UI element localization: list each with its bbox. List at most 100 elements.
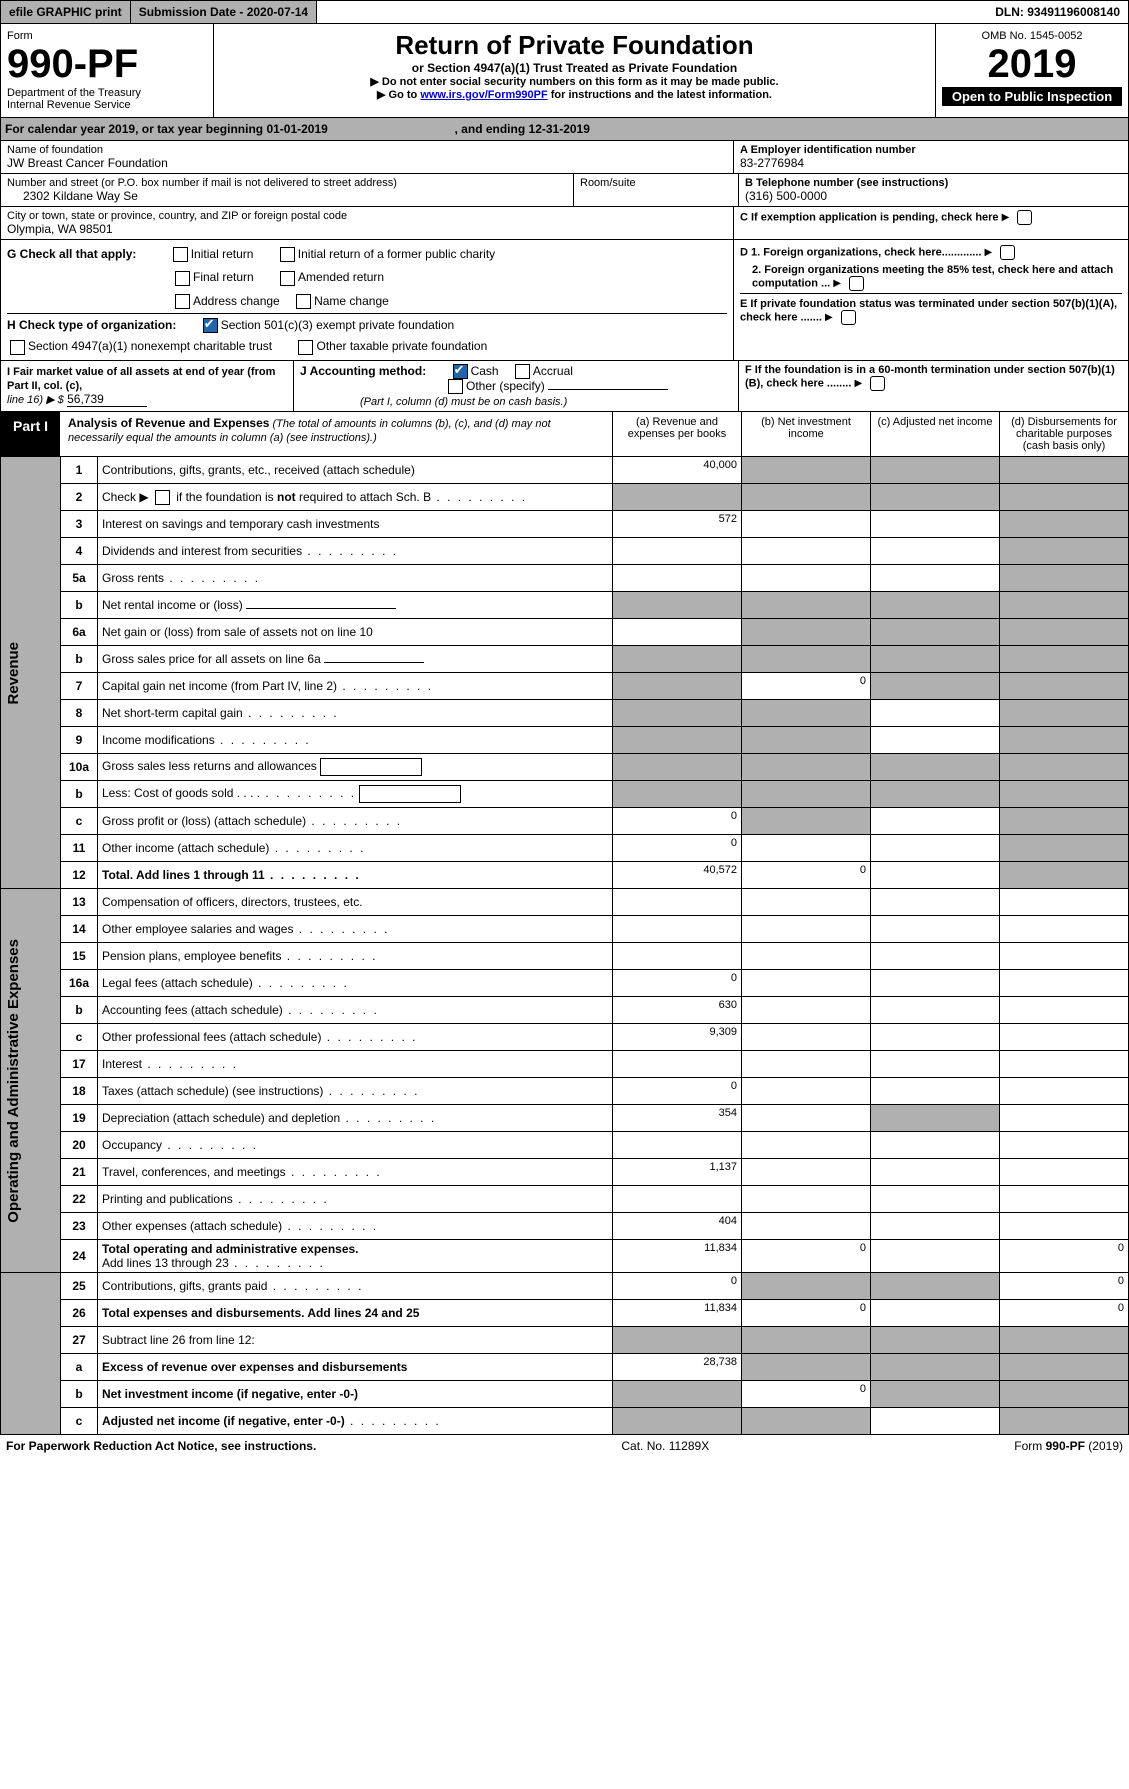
g-initial: Initial return [191,247,254,261]
line-10a: Gross sales less returns and allowances [102,759,317,773]
line-16b: Accounting fees (attach schedule) [102,1003,283,1017]
v25a: 0 [613,1273,742,1300]
col-c: (c) Adjusted net income [870,412,999,456]
chk-amended[interactable] [280,271,295,286]
d1-checkbox[interactable] [1000,245,1015,260]
chk-accrual[interactable] [515,364,530,379]
v21a: 1,137 [613,1159,742,1186]
info-row-3: City or town, state or province, country… [0,207,1129,240]
e-checkbox[interactable] [841,310,856,325]
city-label: City or town, state or province, country… [7,210,727,222]
v24b: 0 [742,1240,871,1273]
city-value: Olympia, WA 98501 [7,222,727,236]
d2-checkbox[interactable] [849,276,864,291]
chk-4947[interactable] [10,340,25,355]
dept-2: Internal Revenue Service [7,99,207,111]
j-label: J Accounting method: [300,364,426,378]
i-line: line 16) ▶ $ [7,394,64,406]
chk-other-acct[interactable] [448,379,463,394]
c-label: C If exemption application is pending, c… [740,211,999,223]
v12a: 40,572 [613,862,742,889]
v7b: 0 [742,673,871,700]
chk-501c3[interactable] [203,318,218,333]
form-header: Form 990-PF Department of the Treasury I… [0,24,1129,118]
tax-year: 2019 [942,42,1122,87]
foundation-name: JW Breast Cancer Foundation [7,156,727,170]
addr-value: 2302 Kildane Way Se [7,189,567,203]
note-2: ▶ Go to www.irs.gov/Form990PF for instru… [220,88,929,101]
form-word: Form [7,30,207,42]
form-title: Return of Private Foundation [220,30,929,61]
note2-pre: ▶ Go to [377,89,420,101]
chk-cash[interactable] [453,364,468,379]
footer-mid: Cat. No. 11289X [621,1439,709,1453]
ein-value: 83-2776984 [740,156,1122,170]
v1a: 40,000 [613,457,742,484]
line-25: Contributions, gifts, grants paid [102,1279,267,1293]
omb-num: OMB No. 1545-0052 [942,30,1122,42]
v26b: 0 [742,1300,871,1327]
efile-btn[interactable]: efile GRAPHIC print [1,1,131,23]
chk-address[interactable] [175,294,190,309]
side-revenue: Revenue [5,642,22,705]
open-public: Open to Public Inspection [942,87,1122,106]
line-9: Income modifications [102,733,215,747]
v16ba: 630 [613,997,742,1024]
line-24: Total operating and administrative expen… [102,1242,359,1256]
note2-post: for instructions and the latest informat… [548,89,772,101]
line-2a: Check ▶ [102,490,149,504]
line-15: Pension plans, employee benefits [102,949,281,963]
v16aa: 0 [613,970,742,997]
i-label: I Fair market value of all assets at end… [7,366,275,392]
line-27c: Adjusted net income (if negative, enter … [102,1414,345,1428]
line-10c: Gross profit or (loss) (attach schedule) [102,814,306,828]
v3a: 572 [613,511,742,538]
chk-initial[interactable] [173,247,188,262]
line-26: Total expenses and disbursements. Add li… [98,1300,613,1327]
line-11: Other income (attach schedule) [102,841,269,855]
form-subtitle: or Section 4947(a)(1) Trust Treated as P… [220,61,929,75]
chk-initial-former[interactable] [280,247,295,262]
line-8: Net short-term capital gain [102,706,243,720]
note-1: ▶ Do not enter social security numbers o… [220,75,929,88]
v19a: 354 [613,1105,742,1132]
v26d: 0 [1000,1300,1129,1327]
j-other: Other (specify) [466,379,545,393]
section-gh-row: G Check all that apply: Initial return I… [0,240,1129,361]
v10ca: 0 [613,808,742,835]
info-row-2: Number and street (or P.O. box number if… [0,174,1129,207]
line-6a: Net gain or (loss) from sale of assets n… [98,619,613,646]
financial-table: Revenue 1Contributions, gifts, grants, e… [0,457,1129,1435]
line-27: Subtract line 26 from line 12: [98,1327,613,1354]
c-checkbox[interactable] [1017,210,1032,225]
line-23: Other expenses (attach schedule) [102,1219,282,1233]
chk-other-tax[interactable] [298,340,313,355]
dept-1: Department of the Treasury [7,87,207,99]
g-name: Name change [314,294,389,308]
footer: For Paperwork Reduction Act Notice, see … [0,1435,1129,1457]
h-label: H Check type of organization: [7,318,176,332]
line-3: Interest on savings and temporary cash i… [98,511,613,538]
line-17: Interest [102,1057,142,1071]
v24a: 11,834 [613,1240,742,1273]
line-16a: Legal fees (attach schedule) [102,976,253,990]
name-label: Name of foundation [7,144,727,156]
g-address: Address change [193,294,280,308]
line-20: Occupancy [102,1138,162,1152]
chk-final[interactable] [175,271,190,286]
chk-schb[interactable] [155,490,170,505]
f-checkbox[interactable] [870,376,885,391]
d1-label: D 1. Foreign organizations, check here..… [740,246,981,258]
chk-name[interactable] [296,294,311,309]
i-value: 56,739 [67,392,147,407]
room-label: Room/suite [580,177,732,189]
phone-value: (316) 500-0000 [745,189,1122,203]
v24d: 0 [1000,1240,1129,1273]
v26a: 11,834 [613,1300,742,1327]
top-bar: efile GRAPHIC print Submission Date - 20… [0,0,1129,24]
subdate-btn[interactable]: Submission Date - 2020-07-14 [131,1,317,23]
cal-end: , and ending 12-31-2019 [455,122,590,136]
v23a: 404 [613,1213,742,1240]
line-19: Depreciation (attach schedule) and deple… [102,1111,340,1125]
irs-link[interactable]: www.irs.gov/Form990PF [420,89,547,101]
